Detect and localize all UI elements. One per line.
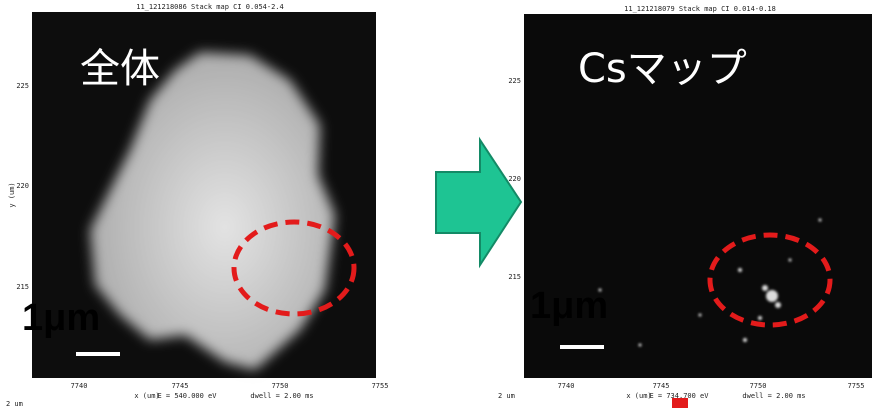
energy-label: E = 540.000 eV [157, 392, 217, 400]
corner-label: 2 um [498, 392, 515, 400]
scale-label: 1μm [22, 297, 100, 339]
scale-bar [76, 352, 120, 356]
panel-title: 11_121218079 Stack map CI 0.014-0.18 [624, 5, 776, 13]
panel-label: 全体 [80, 46, 160, 92]
energy-label: E = 734.700 eV [649, 392, 709, 400]
x-tick-label: 7745 [172, 382, 189, 390]
scale-label: 1μm [530, 285, 608, 327]
x-tick-label: 7745 [653, 382, 670, 390]
x-tick-label: 7755 [372, 382, 389, 390]
panel-title: 11_121218086 Stack map CI 0.054-2.4 [136, 3, 284, 11]
y-tick-label: 220 [16, 182, 29, 190]
figure: 11_121218086 Stack map CI 0.054-2.4 全体 1μm… [0, 0, 872, 408]
y-axis-label: y (um) [8, 182, 16, 207]
y-tick-label: 220 [508, 175, 521, 183]
x-axis-label: x (um) [134, 392, 159, 400]
arrow [436, 140, 521, 265]
y-tick-label: 225 [16, 82, 29, 90]
x-axis-label: x (um) [626, 392, 651, 400]
x-tick-label: 7750 [272, 382, 289, 390]
dwell-label: dwell = 2.00 ms [250, 392, 313, 400]
x-tick-label: 7750 [750, 382, 767, 390]
x-tick-label: 7740 [558, 382, 575, 390]
y-tick-label: 215 [16, 283, 29, 291]
corner-label: 2 um [6, 400, 23, 408]
scale-bar [560, 345, 604, 349]
y-tick-label: 215 [508, 273, 521, 281]
x-tick-label: 7740 [71, 382, 88, 390]
panel-label: Csマップ [578, 46, 747, 92]
x-tick-label: 7755 [848, 382, 865, 390]
y-tick-label: 225 [508, 77, 521, 85]
dwell-label: dwell = 2.00 ms [742, 392, 805, 400]
